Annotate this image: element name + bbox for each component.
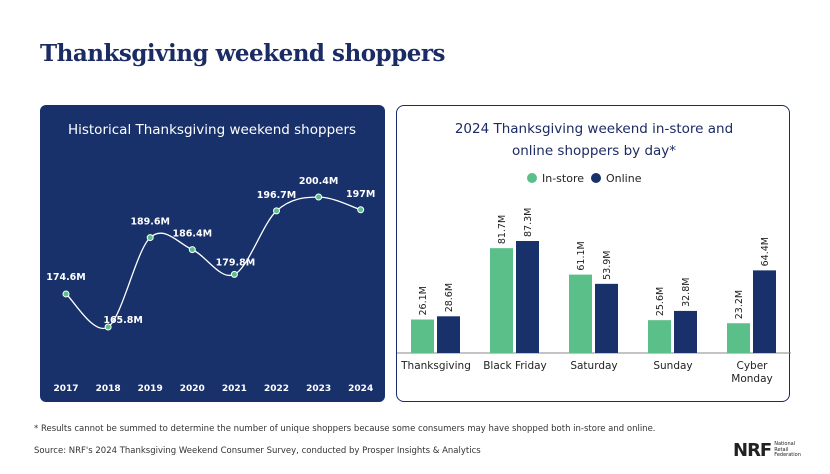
data-label: 64.4M	[760, 237, 771, 266]
bar	[490, 248, 513, 353]
data-label: 25.6M	[655, 287, 666, 316]
line-chart: Historical Thanksgiving weekend shoppers…	[46, 122, 375, 394]
bar	[411, 319, 434, 353]
bar	[595, 283, 618, 353]
legend-swatch	[591, 173, 601, 183]
data-label: 28.6M	[444, 283, 455, 312]
bar	[674, 310, 697, 353]
data-label: 87.3M	[523, 208, 534, 237]
data-point	[188, 246, 196, 254]
bar	[648, 320, 671, 353]
x-tick-label: 2024	[348, 384, 373, 394]
page-title: Thanksgiving weekend shoppers	[40, 40, 445, 67]
data-point	[273, 207, 280, 215]
data-point	[315, 193, 323, 201]
x-tick-label: 2021	[222, 384, 247, 394]
bar	[516, 240, 539, 353]
bar	[753, 270, 776, 353]
historical-chart-panel: Historical Thanksgiving weekend shoppers…	[40, 105, 385, 402]
data-label: 189.6M	[130, 217, 170, 228]
legend-label: In-store	[542, 172, 584, 185]
x-tick-label: 2020	[180, 384, 205, 394]
footnote: * Results cannot be summed to determine …	[34, 424, 656, 434]
x-tick-label: Saturday	[570, 360, 617, 372]
data-point	[146, 234, 154, 242]
data-label: 196.7M	[257, 190, 297, 201]
series-line	[65, 196, 361, 330]
bar-chart: 2024 Thanksgiving weekend in-store and on…	[397, 121, 791, 385]
legend-label: Online	[606, 172, 642, 185]
bar	[569, 274, 592, 353]
logo-text: National Retail Federation	[774, 441, 801, 459]
data-label: 200.4M	[299, 176, 339, 187]
x-tick-label: 2017	[53, 384, 78, 394]
data-label: 53.9M	[602, 250, 613, 279]
x-tick-label: 2023	[306, 384, 331, 394]
data-point	[62, 290, 70, 298]
logo-mark: NRF	[733, 440, 772, 461]
nrf-logo: NRF National Retail Federation	[733, 440, 801, 461]
data-label: 174.6M	[46, 272, 86, 283]
data-label: 23.2M	[734, 290, 745, 319]
bar	[437, 316, 460, 353]
bar	[727, 323, 750, 353]
data-label: 32.8M	[681, 278, 692, 307]
x-tick-label: Monday	[731, 373, 772, 385]
data-point	[357, 206, 365, 214]
source-note: Source: NRF's 2024 Thanksgiving Weekend …	[34, 446, 481, 456]
data-label: 197M	[346, 189, 375, 200]
data-point	[104, 323, 112, 331]
x-tick-label: Black Friday	[483, 360, 547, 372]
x-tick-label: Thanksgiving	[400, 360, 471, 372]
x-tick-label: Sunday	[653, 360, 692, 372]
chart-title: 2024 Thanksgiving weekend in-store and	[455, 121, 733, 137]
data-label: 186.4M	[173, 229, 213, 240]
x-tick-label: 2022	[264, 384, 289, 394]
daily-chart-panel: 2024 Thanksgiving weekend in-store and on…	[396, 105, 791, 402]
legend-swatch	[527, 173, 537, 183]
data-label: 179.8M	[216, 257, 256, 268]
data-label: 81.7M	[497, 215, 508, 244]
data-point	[230, 270, 238, 278]
x-tick-label: 2018	[96, 384, 121, 394]
data-label: 165.8M	[103, 315, 143, 326]
x-tick-label: 2019	[138, 384, 163, 394]
chart-title: Historical Thanksgiving weekend shoppers	[68, 122, 356, 138]
chart-title-line2: online shoppers by day*	[512, 143, 676, 159]
data-label: 61.1M	[576, 241, 587, 270]
data-label: 26.1M	[418, 286, 429, 315]
x-tick-label: Cyber	[737, 360, 769, 372]
